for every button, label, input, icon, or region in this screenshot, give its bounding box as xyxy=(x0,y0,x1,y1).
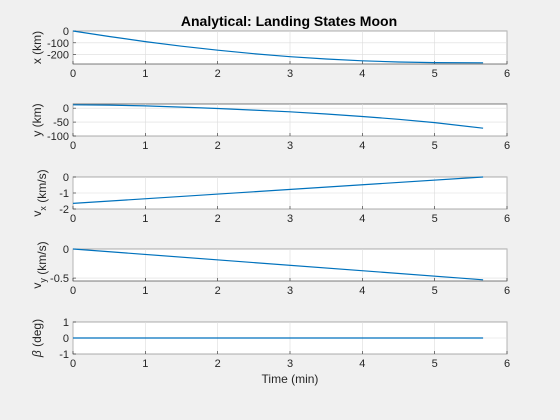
x-tick-label: 5 xyxy=(432,68,438,80)
x-tick-label: 0 xyxy=(70,358,76,370)
chart-title: Analytical: Landing States Moon xyxy=(181,13,397,29)
y-axis-label: vx (km/s) xyxy=(30,169,49,216)
y-axis-label: x (km) xyxy=(30,31,44,64)
x-tick-label: 3 xyxy=(287,68,293,80)
x-tick-label: 2 xyxy=(215,285,221,297)
x-tick-label: 2 xyxy=(215,213,221,225)
x-tick-label: 5 xyxy=(432,140,438,152)
x-tick-label: 5 xyxy=(432,358,438,370)
series-line xyxy=(72,248,484,281)
x-tick-label: 2 xyxy=(215,68,221,80)
y-tick-label: -100 xyxy=(47,131,69,143)
x-tick-label: 2 xyxy=(215,140,221,152)
y-tick-label: 1 xyxy=(63,317,69,329)
y-tick-label: -1 xyxy=(59,188,69,200)
series-line xyxy=(72,30,484,64)
x-tick-label: 0 xyxy=(70,285,76,297)
y-tick-label: -1 xyxy=(59,349,69,361)
x-tick-label: 4 xyxy=(359,213,365,225)
x-tick-label: 2 xyxy=(215,358,221,370)
x-tick-label: 0 xyxy=(70,68,76,80)
x-tick-label: 4 xyxy=(359,140,365,152)
y-tick-label: 0 xyxy=(63,26,69,38)
x-tick-label: 1 xyxy=(142,140,148,152)
y-tick-label: 0 xyxy=(63,103,69,115)
x-tick-label: 1 xyxy=(142,213,148,225)
y-axis-label: vy (km/s) xyxy=(30,241,49,288)
y-tick-label: -200 xyxy=(47,50,69,62)
x-tick-label: 4 xyxy=(359,68,365,80)
x-tick-label: 5 xyxy=(432,213,438,225)
x-tick-label: 0 xyxy=(70,213,76,225)
x-tick-label: 6 xyxy=(504,68,510,80)
series-line xyxy=(72,176,484,204)
subplot-3: 0 1 2 3 4 5 6 0 -1 -2 vx (km/s) xyxy=(30,169,510,225)
x-axis-label: Time (min) xyxy=(262,372,319,386)
x-tick-label: 1 xyxy=(142,285,148,297)
x-tick-label: 6 xyxy=(504,213,510,225)
x-tick-label: 0 xyxy=(70,140,76,152)
x-tick-label: 4 xyxy=(359,285,365,297)
x-tick-label: 6 xyxy=(504,285,510,297)
x-tick-label: 3 xyxy=(287,285,293,297)
y-axis-label: β (deg) xyxy=(30,319,44,358)
y-tick-label: 0 xyxy=(63,172,69,184)
x-tick-label: 3 xyxy=(287,140,293,152)
y-tick-label: -50 xyxy=(53,117,69,129)
x-tick-label: 3 xyxy=(287,213,293,225)
x-tick-label: 6 xyxy=(504,358,510,370)
x-tick-label: 4 xyxy=(359,358,365,370)
x-tick-label: 3 xyxy=(287,358,293,370)
y-axis-label: y (km) xyxy=(30,103,44,136)
y-tick-label: 0 xyxy=(63,244,69,256)
subplot-5: 0 1 2 3 4 5 610-1β (deg) xyxy=(30,317,510,370)
y-tick-label: -2 xyxy=(59,204,69,216)
x-tick-label: 1 xyxy=(142,68,148,80)
subplot-4: 0 1 2 3 4 5 60-0.5vy (km/s) xyxy=(30,241,510,297)
y-tick-label: -100 xyxy=(47,38,69,50)
x-tick-label: 6 xyxy=(504,140,510,152)
y-tick-label: -0.5 xyxy=(50,273,69,285)
y-tick-label: 0 xyxy=(63,333,69,345)
x-tick-label: 1 xyxy=(142,358,148,370)
series-line xyxy=(72,104,484,129)
x-tick-label: 5 xyxy=(432,285,438,297)
